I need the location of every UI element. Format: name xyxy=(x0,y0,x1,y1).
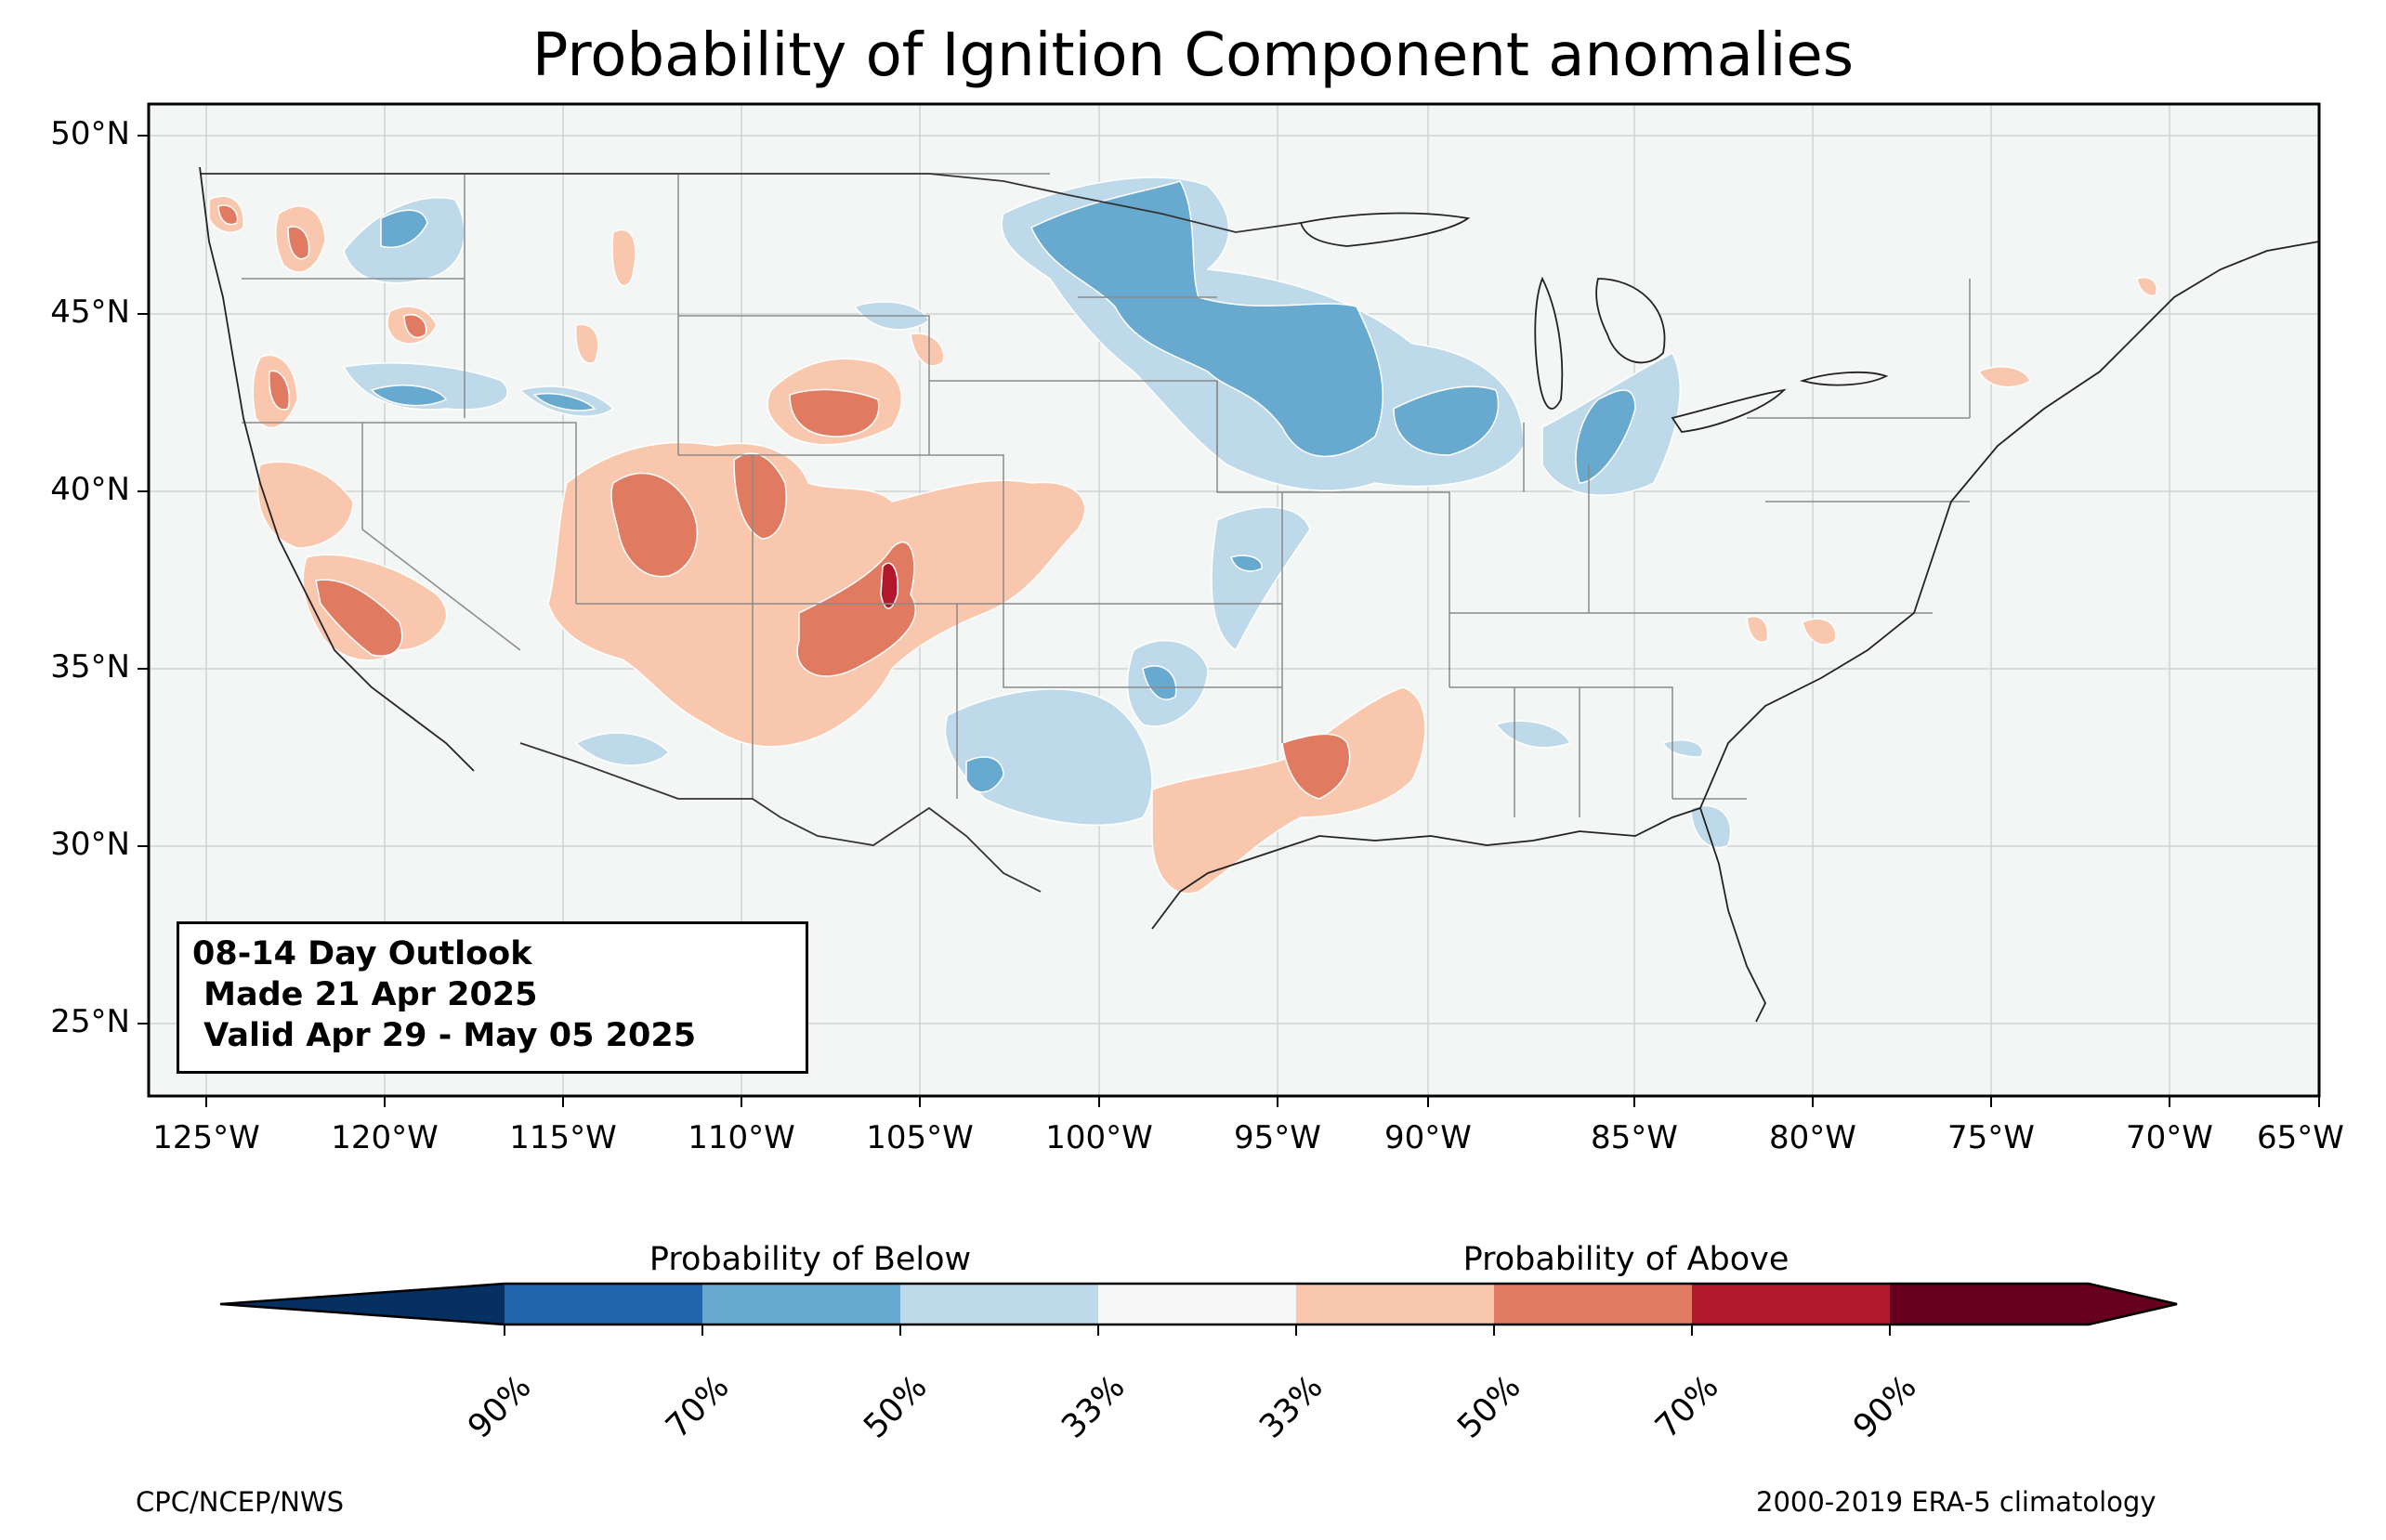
lake-superior xyxy=(1299,212,1471,247)
below50-region-mo xyxy=(1230,555,1263,572)
lon-label-85w: 85°W xyxy=(1591,1119,1678,1156)
lon-label-65w: 65°W xyxy=(2257,1119,2344,1156)
lat-label-40n: 40°N xyxy=(50,471,130,508)
lake-erie xyxy=(1671,388,1787,433)
lat-label-45n: 45°N xyxy=(50,294,130,331)
outlook-valid-range: Valid Apr 29 - May 05 2025 xyxy=(192,1017,697,1054)
colorbar-segment-7 xyxy=(1494,1284,1692,1325)
colorbar-segment-2 xyxy=(505,1284,702,1325)
above50-region-wy xyxy=(789,388,880,437)
lon-label-100w: 100°W xyxy=(1045,1119,1153,1156)
above-region-ga xyxy=(1746,616,1769,643)
lon-label-115w: 115°W xyxy=(509,1119,617,1156)
below50-region-ok xyxy=(1142,665,1177,700)
lake-michigan xyxy=(1534,276,1564,410)
above50-region-ca xyxy=(315,579,403,657)
state-boundaries xyxy=(200,173,1971,817)
outlook-info-box: 08-14 Day Outlook Made 21 Apr 2025 Valid… xyxy=(177,921,808,1074)
colorbar-above-label: Probability of Above xyxy=(1462,1241,1790,1278)
above50-region-wa-coast xyxy=(217,204,239,226)
above50-region-nv xyxy=(403,314,427,339)
above-region-id xyxy=(575,323,599,364)
above50-region-or xyxy=(269,370,290,411)
colorbar-ticks xyxy=(504,1325,1891,1336)
colorbar-below-label: Probability of Below xyxy=(649,1241,972,1278)
below50-region-idaho xyxy=(380,209,428,248)
below50-region-wy xyxy=(532,392,596,411)
lon-label-95w: 95°W xyxy=(1234,1119,1321,1156)
lon-label-70w: 70°W xyxy=(2126,1119,2213,1156)
below50-region-nv xyxy=(370,385,448,407)
above-region-ca-inland xyxy=(256,461,354,549)
above-region-sd xyxy=(910,333,945,367)
axis-ticks xyxy=(138,135,2320,1107)
below50-region-iowa xyxy=(1393,385,1500,456)
lon-label-75w: 75°W xyxy=(1947,1119,2035,1156)
above-region-nc xyxy=(1802,618,1837,646)
colorbar-segment-3 xyxy=(702,1284,900,1325)
lon-label-80w: 80°W xyxy=(1769,1119,1856,1156)
colorbar-segment-4 xyxy=(900,1284,1098,1325)
lat-label-50n: 50°N xyxy=(50,115,130,152)
credit-agency: CPC/NCEP/NWS xyxy=(136,1486,345,1518)
lon-label-120w: 120°W xyxy=(331,1119,439,1156)
colorbar-segment-5 xyxy=(1098,1284,1296,1325)
above50-region-utah xyxy=(610,472,699,578)
above50-region-co xyxy=(733,452,787,540)
credit-climatology: 2000-2019 ERA-5 climatology xyxy=(1756,1486,2157,1518)
lon-label-90w: 90°W xyxy=(1384,1119,1472,1156)
below50-region-tx xyxy=(965,756,1004,793)
above-70-regions xyxy=(880,562,898,609)
below-region-fl xyxy=(1690,804,1732,849)
below50-region-mn xyxy=(1030,180,1384,457)
lat-label-30n: 30°N xyxy=(50,826,130,863)
lake-ontario xyxy=(1799,371,1889,386)
below50-region-indiana xyxy=(1575,389,1636,484)
map-title: Probability of Ignition Component anomal… xyxy=(531,21,1855,90)
above-region-ma xyxy=(2136,277,2157,297)
colorbar-segment-9 xyxy=(1890,1284,2177,1325)
below-region-mo xyxy=(1211,506,1311,652)
colorbar-segment-6 xyxy=(1296,1284,1494,1325)
map-frame xyxy=(147,102,2321,1098)
coastline xyxy=(199,166,2320,1023)
lat-label-35n: 35°N xyxy=(50,648,130,685)
lon-label-110w: 110°W xyxy=(688,1119,795,1156)
colorbar-segment-8 xyxy=(1692,1284,1890,1325)
colorbar xyxy=(219,1282,2178,1336)
international-border xyxy=(200,173,1302,893)
colorbar-segment-1 xyxy=(220,1284,505,1325)
lon-label-105w: 105°W xyxy=(866,1119,974,1156)
above-region-mt xyxy=(611,228,636,287)
above70-region-nm xyxy=(880,562,898,609)
above50-region-ar-la xyxy=(1281,733,1351,800)
below-50-regions xyxy=(370,180,1636,793)
lake-huron xyxy=(1595,278,1666,364)
lon-label-125w: 125°W xyxy=(152,1119,260,1156)
outlook-made-date: Made 21 Apr 2025 xyxy=(192,976,538,1013)
below-region-az xyxy=(574,732,671,766)
above-region-ne-coast xyxy=(1977,366,2031,388)
lat-label-25n: 25°N xyxy=(50,1003,130,1040)
outlook-period: 08-14 Day Outlook xyxy=(192,935,532,972)
above50-region-wa xyxy=(287,226,310,260)
